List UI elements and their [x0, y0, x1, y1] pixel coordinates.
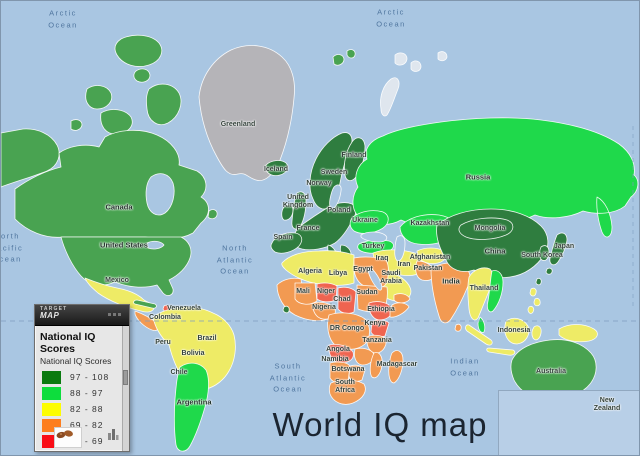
black-sea [360, 231, 388, 243]
author-avatar[interactable] [54, 427, 82, 448]
country-kenya[interactable] [370, 319, 390, 338]
legend-title: National IQ Scores [40, 331, 96, 355]
region-chile-argentina[interactable] [173, 362, 209, 452]
country-south-africa[interactable] [328, 379, 366, 405]
country-australia[interactable] [510, 339, 597, 401]
great-lakes [146, 240, 165, 250]
country-ireland[interactable] [281, 204, 294, 221]
legend-row: 97 - 108 [42, 370, 122, 384]
legend-range: 59 - 69 [70, 436, 104, 446]
country-somalia[interactable] [389, 302, 410, 318]
country-ethiopia[interactable] [368, 301, 393, 321]
legend-subtitle: National IQ Scores [40, 356, 112, 366]
country-angola[interactable] [328, 344, 354, 364]
region-central-africa[interactable] [327, 312, 370, 350]
legend-scrollbar-thumb[interactable] [123, 370, 128, 385]
country-niger[interactable] [316, 282, 338, 303]
swatch-dark-green [42, 370, 61, 384]
sri-lanka-island[interactable] [454, 323, 462, 332]
country-ukraine[interactable] [349, 210, 389, 234]
sulawesi-island[interactable] [531, 325, 542, 341]
country-tanzania[interactable] [366, 334, 387, 354]
country-iceland[interactable] [265, 160, 289, 177]
region-indochina-yellow[interactable] [467, 267, 493, 321]
statistics-icon[interactable] [107, 425, 119, 441]
legend-scrollbar[interactable] [122, 326, 129, 451]
new-guinea-island[interactable] [558, 324, 598, 343]
country-japan[interactable] [545, 232, 568, 275]
legend-range: 82 - 88 [70, 404, 104, 414]
java-island[interactable] [486, 347, 516, 356]
map-frame-corner [498, 390, 639, 455]
legend-range: 69 - 82 [70, 420, 104, 430]
peanut-thumbnail-icon [56, 430, 73, 439]
region-yemen-oman[interactable] [393, 293, 411, 304]
country-greenland[interactable] [198, 45, 295, 181]
page-title: World IQ map [272, 406, 488, 443]
country-mali[interactable] [294, 282, 318, 305]
legend-range: 97 - 108 [70, 372, 110, 382]
region-malay-peninsula[interactable] [477, 316, 486, 333]
west-africa-green-dot[interactable] [282, 305, 290, 314]
swatch-yellow [42, 402, 61, 416]
hudson-bay [145, 173, 175, 216]
country-botswana[interactable] [348, 364, 366, 382]
caspian-sea [394, 235, 406, 262]
legend-header-dots-icon [108, 313, 121, 316]
country-madagascar[interactable] [388, 350, 404, 384]
country-chad[interactable] [337, 286, 357, 314]
red-sea [367, 266, 383, 291]
newfoundland[interactable] [207, 209, 218, 220]
philippines-islands[interactable] [527, 287, 541, 314]
legend-row: 88 - 97 [42, 386, 122, 400]
taiwan-island[interactable] [535, 277, 542, 286]
region-iberia[interactable] [270, 232, 303, 254]
logo-text-top: TARGET [40, 306, 68, 312]
region-alaska[interactable] [1, 128, 60, 188]
arctic-pale-islands[interactable] [380, 51, 448, 117]
legend-panel: TARGET MAP National IQ Scores National I… [34, 304, 130, 452]
legend-range: 88 - 97 [70, 388, 104, 398]
sumatra-island[interactable] [465, 324, 493, 346]
logo-text-bottom: MAP [40, 311, 60, 320]
targetmap-logo: TARGET MAP [40, 307, 67, 320]
legend-header[interactable]: TARGET MAP [35, 305, 129, 326]
country-cuba[interactable] [133, 299, 157, 309]
country-mozambique[interactable] [369, 352, 383, 379]
borneo-island[interactable] [504, 317, 530, 345]
region-korea[interactable] [539, 245, 550, 261]
swatch-green [42, 386, 61, 400]
country-united-states[interactable] [60, 236, 192, 296]
region-vietnam[interactable] [486, 270, 504, 313]
baltic-sea [329, 184, 342, 210]
arctic-islands[interactable] [70, 34, 182, 135]
region-south-america-yellow[interactable] [152, 306, 236, 390]
region-north-africa-yellow[interactable] [281, 250, 355, 286]
svalbard-islands[interactable] [332, 49, 356, 66]
legend-row: 82 - 88 [42, 402, 122, 416]
country-mongolia[interactable] [458, 217, 514, 240]
